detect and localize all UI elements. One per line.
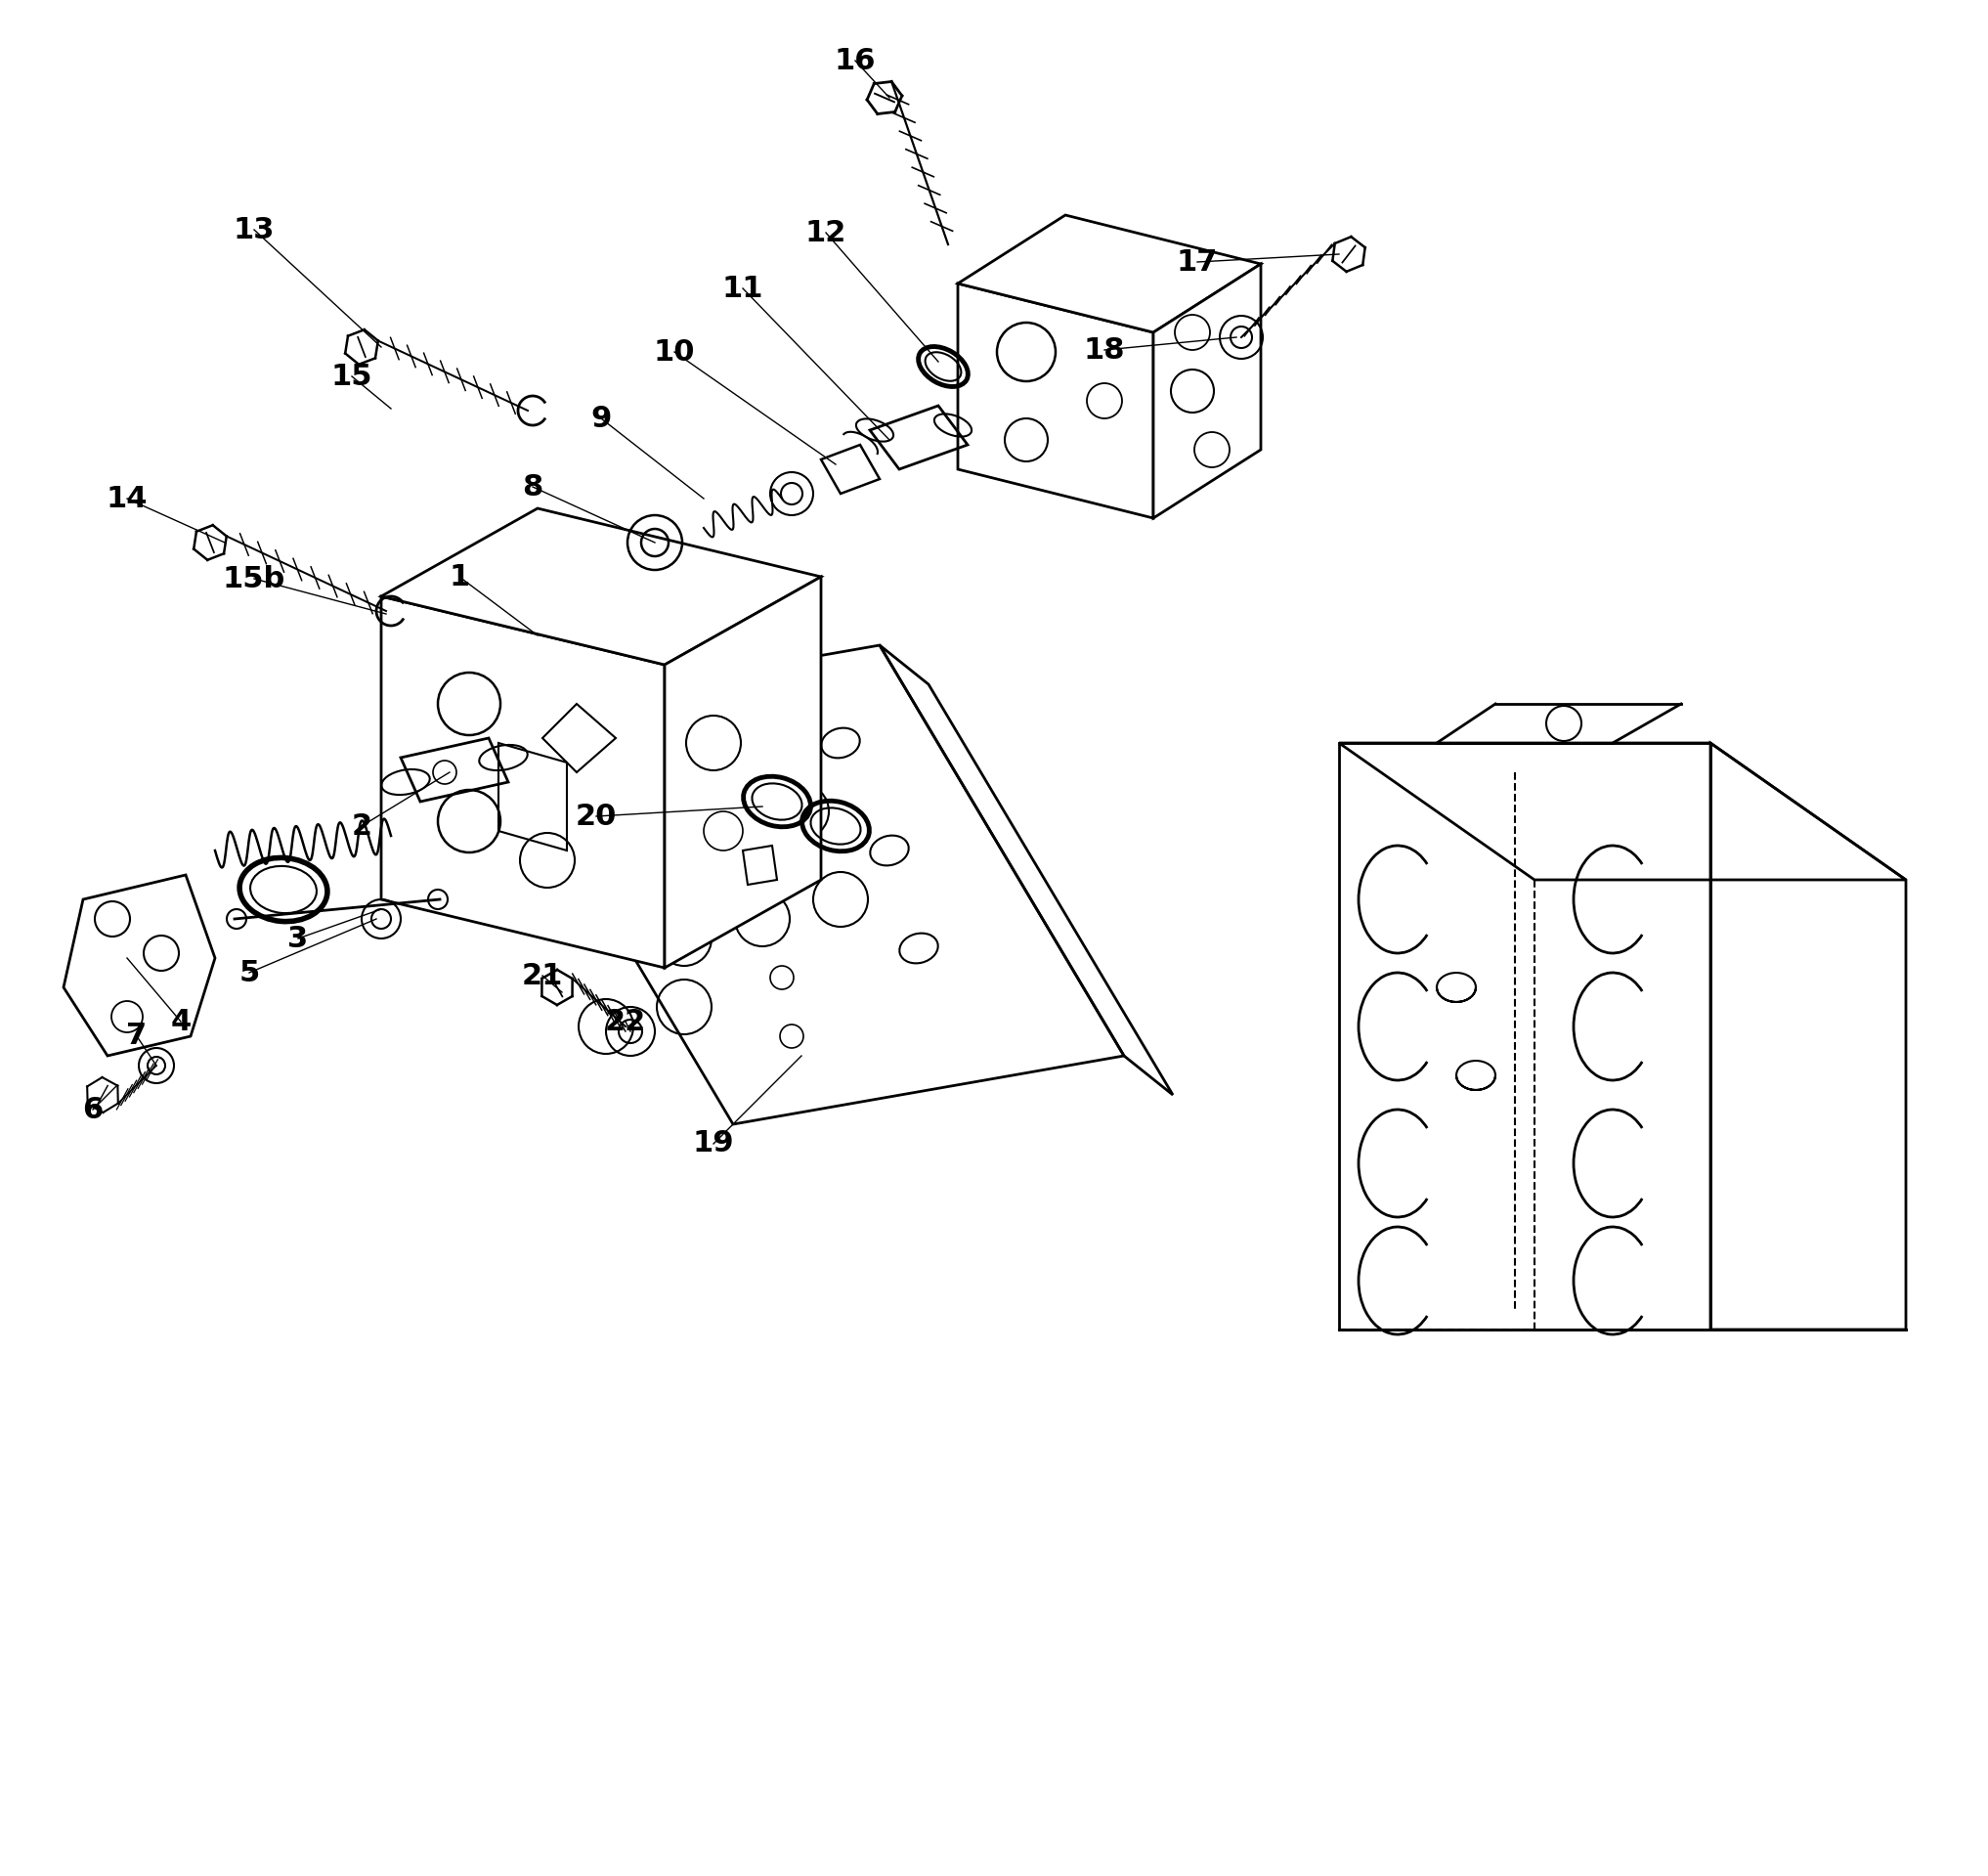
Text: 4: 4: [171, 1007, 191, 1036]
Text: 1: 1: [449, 563, 469, 591]
Text: 19: 19: [692, 1129, 734, 1157]
Text: 9: 9: [590, 403, 612, 433]
Text: 11: 11: [722, 274, 763, 302]
Polygon shape: [958, 216, 1260, 332]
Polygon shape: [64, 874, 215, 1056]
Text: 17: 17: [1177, 248, 1219, 276]
Text: 20: 20: [575, 803, 616, 831]
Text: 10: 10: [654, 338, 696, 366]
Text: 16: 16: [835, 47, 877, 75]
Text: 7: 7: [127, 1022, 147, 1051]
Text: 3: 3: [288, 925, 308, 953]
Text: 12: 12: [805, 218, 847, 248]
Polygon shape: [958, 283, 1153, 518]
Polygon shape: [1153, 265, 1260, 518]
Text: 22: 22: [604, 1007, 646, 1036]
Text: 21: 21: [521, 962, 563, 991]
Text: 15b: 15b: [223, 565, 286, 593]
Polygon shape: [382, 597, 664, 968]
Text: 15: 15: [332, 362, 372, 390]
Text: 8: 8: [523, 473, 543, 501]
Text: 14: 14: [105, 484, 147, 512]
Text: 2: 2: [352, 812, 372, 840]
Text: 13: 13: [233, 216, 274, 244]
Polygon shape: [382, 508, 821, 664]
Polygon shape: [664, 576, 821, 968]
Text: 6: 6: [82, 1096, 103, 1124]
Text: 5: 5: [239, 959, 260, 987]
Text: 18: 18: [1083, 336, 1125, 364]
